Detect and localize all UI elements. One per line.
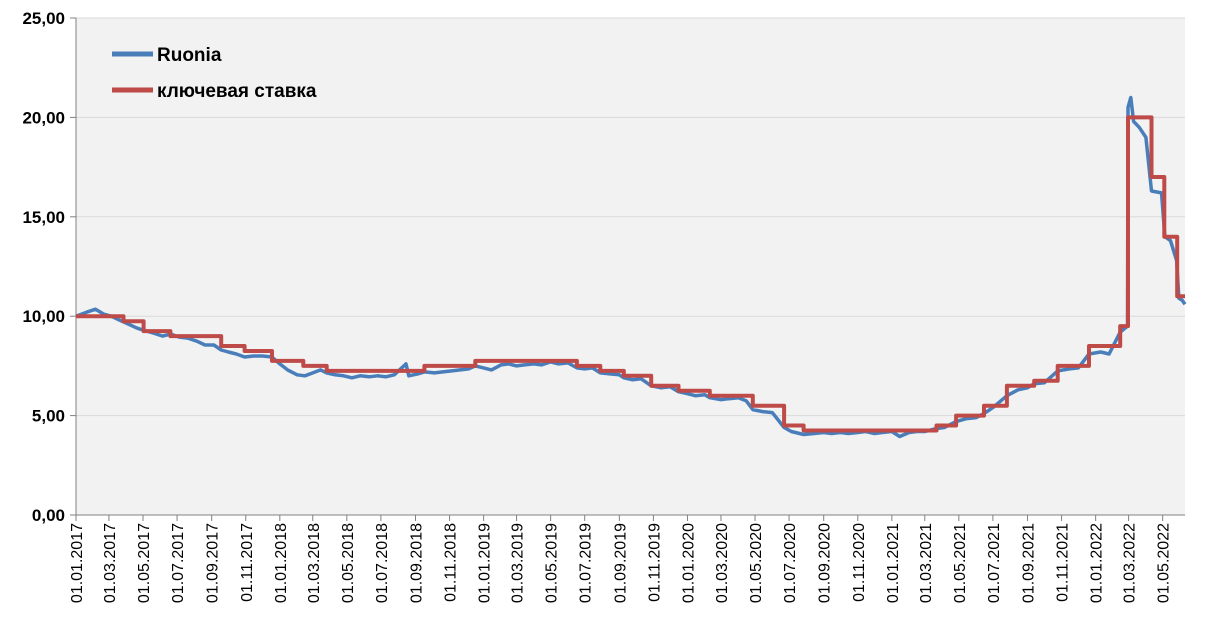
x-tick-label: 01.05.2018	[340, 523, 357, 603]
legend-label-key-rate: ключевая ставка	[157, 81, 317, 102]
x-tick-label: 01.09.2017	[205, 523, 222, 603]
x-tick-label: 01.03.2021	[918, 523, 935, 603]
x-tick-label: 01.05.2017	[136, 523, 153, 603]
x-tick-label: 01.03.2019	[510, 523, 527, 603]
x-tick-label: 01.07.2018	[374, 523, 391, 603]
x-tick-label: 01.09.2019	[612, 523, 629, 603]
x-tick-label: 01.11.2019	[646, 523, 663, 602]
y-axis: 0,00 5,00 10,00 15,00 20,00 25,00	[22, 9, 77, 525]
x-tick-label: 01.11.2017	[239, 523, 256, 602]
y-tick-label: 25,00	[22, 9, 65, 28]
x-tick-label: 01.01.2019	[477, 523, 494, 603]
x-tick-label: 01.05.2020	[748, 523, 765, 603]
x-tick-label: 01.09.2018	[409, 523, 426, 603]
x-tick-label: 01.03.2018	[306, 523, 323, 603]
y-tick-label: 10,00	[22, 307, 65, 326]
x-tick-label: 01.01.2018	[273, 523, 290, 603]
x-tick-label: 01.11.2020	[851, 523, 868, 602]
gridlines	[76, 17, 1185, 417]
x-axis: 01.01.2017 01.03.2017 01.05.2017 01.07.2017…	[69, 514, 1185, 603]
x-tick-label: 01.01.2022	[1089, 523, 1106, 603]
x-tick-label: 01.09.2020	[817, 523, 834, 603]
x-tick-label: 01.01.2020	[680, 523, 697, 603]
x-tick-label: 01.07.2021	[986, 523, 1003, 603]
legend: Ruonia ключевая ставка	[112, 45, 317, 102]
x-tick-label: 01.05.2022	[1156, 523, 1173, 603]
x-tick-label: 01.07.2019	[578, 523, 595, 603]
x-tick-label: 01.05.2021	[952, 523, 969, 603]
x-tick-label: 01.03.2022	[1122, 523, 1139, 603]
legend-label-ruonia: Ruonia	[157, 45, 222, 66]
x-tick-label: 01.07.2017	[170, 523, 187, 603]
plot-area	[76, 18, 1185, 515]
x-tick-label: 01.01.2021	[885, 523, 902, 603]
x-tick-label: 01.07.2020	[782, 523, 799, 603]
x-tick-label: 01.05.2019	[544, 523, 561, 603]
x-tick-label: 01.11.2021	[1055, 523, 1072, 602]
series-key-rate-line	[76, 115, 1185, 433]
series-lines	[75, 95, 1187, 439]
y-tick-label: 20,00	[22, 108, 65, 127]
x-tick-label: 01.11.2018	[443, 523, 460, 602]
y-tick-label: 5,00	[32, 407, 65, 426]
x-tick-label: 01.01.2017	[69, 523, 86, 603]
y-tick-label: 0,00	[32, 506, 65, 525]
y-tick-label: 15,00	[22, 208, 65, 227]
x-tick-label: 01.09.2021	[1021, 523, 1038, 603]
x-tick-label: 01.03.2017	[102, 523, 119, 603]
x-tick-label: 01.03.2020	[714, 523, 731, 603]
